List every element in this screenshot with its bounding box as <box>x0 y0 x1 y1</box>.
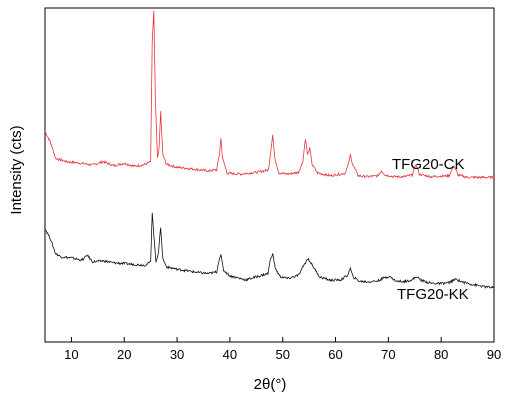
x-axis-ticks: 10 20 30 40 50 60 70 80 90 <box>64 337 501 362</box>
x-tick-label: 80 <box>434 347 448 362</box>
x-tick-label: 60 <box>328 347 342 362</box>
x-axis-title: 2θ(°) <box>254 376 287 393</box>
y-axis-title: Intensity (cts) <box>8 125 25 214</box>
x-tick-label: 20 <box>117 347 131 362</box>
x-tick-label: 50 <box>275 347 289 362</box>
plot-frame <box>44 7 495 343</box>
x-tick-label: 30 <box>170 347 184 362</box>
series-line-tfg20-ck <box>44 10 495 180</box>
series-line-tfg20-kk <box>44 212 495 289</box>
series-label-ck: TFG20-CK <box>392 156 465 173</box>
x-tick-label: 70 <box>381 347 395 362</box>
x-tick-label: 90 <box>487 347 501 362</box>
x-tick-label: 10 <box>64 347 78 362</box>
series-label-kk: TFG20-KK <box>397 286 469 303</box>
series-lines <box>44 10 495 289</box>
x-tick-label: 40 <box>223 347 237 362</box>
